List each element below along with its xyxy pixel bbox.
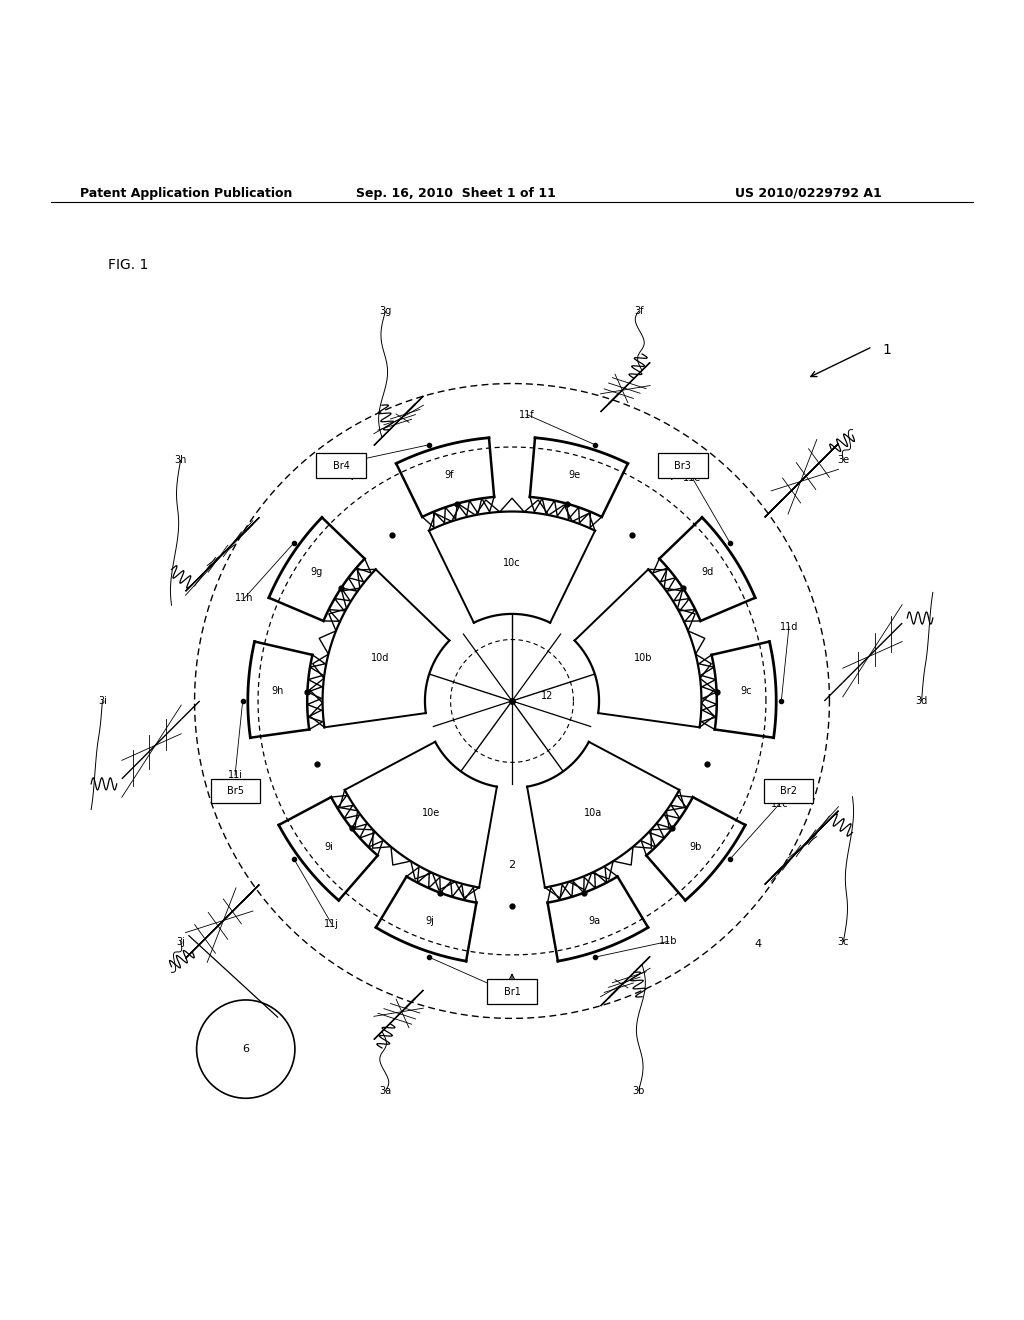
Text: 11j: 11j (324, 919, 339, 929)
Text: Sep. 16, 2010  Sheet 1 of 11: Sep. 16, 2010 Sheet 1 of 11 (356, 187, 556, 199)
Text: 3c: 3c (838, 937, 849, 946)
Text: 3d: 3d (915, 696, 928, 706)
Text: 6: 6 (243, 1044, 249, 1055)
Text: 11f: 11f (519, 409, 535, 420)
Text: 9h: 9h (271, 685, 284, 696)
Text: 9c: 9c (740, 685, 752, 696)
Text: 3f: 3f (634, 306, 643, 317)
Text: 3b: 3b (633, 1085, 645, 1096)
Text: 1: 1 (883, 343, 892, 356)
Text: Br1: Br1 (504, 987, 520, 997)
FancyBboxPatch shape (316, 453, 366, 478)
Text: 11c: 11c (771, 799, 788, 809)
Text: US 2010/0229792 A1: US 2010/0229792 A1 (735, 187, 882, 199)
Text: 9e: 9e (568, 470, 581, 480)
Text: 11g: 11g (347, 455, 365, 466)
Text: 10b: 10b (634, 653, 652, 663)
Text: 4: 4 (755, 939, 762, 949)
FancyBboxPatch shape (211, 779, 260, 803)
Text: 3g: 3g (379, 306, 391, 317)
Text: 9f: 9f (444, 470, 454, 480)
Text: 9b: 9b (689, 842, 701, 851)
Text: 11a: 11a (487, 982, 506, 993)
Text: 12: 12 (541, 690, 553, 701)
Text: 10d: 10d (372, 653, 390, 663)
Text: 2: 2 (509, 859, 515, 870)
Text: 10e: 10e (422, 808, 440, 818)
Text: 9j: 9j (425, 916, 434, 925)
Text: Patent Application Publication: Patent Application Publication (80, 187, 292, 199)
Text: 9a: 9a (588, 916, 600, 925)
Text: 9g: 9g (310, 566, 323, 577)
Text: 9i: 9i (324, 842, 333, 851)
Text: 11i: 11i (227, 770, 243, 780)
Text: 11h: 11h (236, 593, 254, 603)
Text: 3i: 3i (98, 696, 106, 706)
Text: 3e: 3e (838, 455, 850, 465)
Text: 11b: 11b (658, 936, 678, 946)
FancyBboxPatch shape (658, 453, 708, 478)
Text: 9d: 9d (701, 566, 714, 577)
Text: Br2: Br2 (780, 785, 797, 796)
Text: 11e: 11e (683, 473, 701, 483)
Text: 3a: 3a (379, 1085, 391, 1096)
FancyBboxPatch shape (764, 779, 813, 803)
Text: 10a: 10a (584, 808, 602, 818)
Text: Br3: Br3 (675, 461, 691, 471)
Text: Br5: Br5 (227, 785, 244, 796)
Text: 10c: 10c (503, 558, 521, 568)
Text: FIG. 1: FIG. 1 (108, 257, 147, 272)
Text: Br4: Br4 (333, 461, 349, 471)
Text: 3h: 3h (174, 455, 186, 465)
FancyBboxPatch shape (487, 979, 537, 1005)
Text: 11d: 11d (779, 622, 798, 632)
Text: 3j: 3j (176, 937, 185, 946)
